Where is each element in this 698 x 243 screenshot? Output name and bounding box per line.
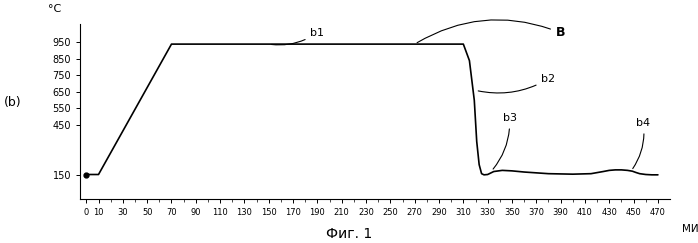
Text: b4: b4	[633, 118, 651, 169]
Text: МИНУТЫ: МИНУТЫ	[682, 224, 698, 234]
Text: B: B	[417, 20, 565, 43]
Text: b1: b1	[272, 27, 325, 45]
Text: °C: °C	[48, 4, 61, 14]
Text: Фиг. 1: Фиг. 1	[326, 226, 372, 241]
Text: b2: b2	[478, 74, 556, 93]
Text: b3: b3	[493, 113, 517, 169]
Text: (b): (b)	[3, 95, 21, 109]
